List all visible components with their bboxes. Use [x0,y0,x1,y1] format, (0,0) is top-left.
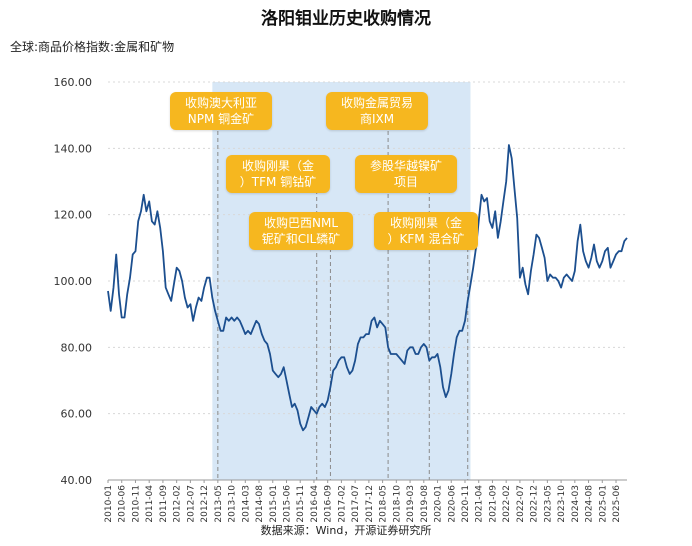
x-tick-label: 2016-09 [324,485,334,523]
x-tick-label: 2017-07 [351,485,361,523]
x-tick-label: 2017-12 [365,485,375,523]
annotation-npm: 收购澳大利亚 NPM 铜金矿 [170,92,272,130]
x-tick-label: 2014-08 [255,485,265,523]
x-tick-label: 2015-11 [296,485,306,523]
annotation-hy: 参股华越镍矿 项目 [355,155,457,193]
series-label: 全球:商品价格指数:金属和矿物 [10,40,175,54]
x-tick-label: 2022-02 [502,485,512,523]
y-tick-label: 100.00 [54,275,93,288]
x-tick-label: 2020-11 [461,485,471,523]
x-tick-label: 2022-12 [530,485,540,523]
annotation-tfm-line1: 收购刚果（金 [241,159,314,173]
annotation-kfm-line1: 收购刚果（金 [389,216,462,230]
x-tick-label: 2018-05 [379,485,389,523]
gridlines [108,81,627,415]
annotation-nml: 收购巴西NML 铌矿和CIL磷矿 [249,212,353,250]
x-tick-label: 2022-07 [516,485,526,523]
annotation-kfm: 收购刚果（金 ）KFM 混合矿 [374,212,478,250]
x-tick-label: 2021-04 [475,485,485,523]
x-tick-label: 2024-03 [571,485,581,523]
x-axis-ticks: 2010-01 2010-06 2010-11 2011-04 2011-09 2012-… [104,480,622,523]
y-tick-label: 40.00 [61,474,93,487]
x-tick-label: 2010-11 [131,485,141,523]
x-tick-label: 2013-05 [214,485,224,523]
annotation-kfm-line2: ）KFM 混合矿 [387,232,465,246]
x-tick-label: 2018-10 [392,485,402,523]
x-tick-label: 2023-05 [543,485,553,523]
acquisition-period-shading [212,82,471,480]
y-tick-label: 120.00 [54,209,93,222]
x-tick-label: 2011-04 [145,485,155,523]
x-tick-label: 2015-06 [282,485,292,523]
x-tick-label: 2021-09 [488,485,498,523]
x-tick-label: 2012-02 [173,485,183,523]
annotation-nml-line2: 铌矿和CIL磷矿 [261,232,341,246]
x-tick-label: 2019-03 [406,485,416,523]
annotation-ixm-line1: 收购金属贸易 [340,96,413,110]
x-tick-label: 2012-12 [200,485,210,523]
x-tick-label: 2012-07 [186,485,196,523]
y-tick-label: 160.00 [54,76,93,89]
annotation-guidelines [217,124,469,480]
annotation-tfm-line2: ）TFM 铜钴矿 [239,175,317,189]
x-tick-label: 2017-02 [337,485,347,523]
annotation-npm-line2: NPM 铜金矿 [187,112,255,126]
x-tick-label: 2013-10 [228,485,238,523]
x-tick-label: 2010-01 [104,485,114,523]
y-axis-ticks: 40.00 60.00 80.00 100.00 120.00 140.00 160.00 [54,76,93,487]
annotation-tfm: 收购刚果（金 ）TFM 铜钴矿 [226,155,330,193]
annotation-hy-line2: 项目 [393,175,418,189]
x-tick-label: 2020-01 [434,485,444,523]
chart-title: 洛阳钼业历史收购情况 [261,9,431,29]
y-tick-label: 80.00 [61,341,93,354]
x-tick-label: 2011-09 [159,485,169,523]
x-tick-label: 2019-08 [420,485,430,523]
x-tick-label: 2025-06 [612,485,622,523]
x-tick-label: 2023-10 [557,485,567,523]
x-tick-label: 2016-04 [310,485,320,523]
series-line [107,144,628,432]
data-source: 数据来源：Wind，开源证券研究所 [260,524,432,537]
x-tick-label: 2020-06 [447,485,457,523]
annotation-ixm: 收购金属贸易 商IXM [326,92,428,130]
x-tick-label: 2015-01 [269,485,279,523]
y-tick-label: 60.00 [61,408,93,421]
annotation-nml-line1: 收购巴西NML [263,216,339,230]
x-tick-label: 2024-08 [585,485,595,523]
x-tick-label: 2010-06 [118,485,128,523]
annotation-npm-line1: 收购澳大利亚 [184,96,257,110]
y-tick-label: 140.00 [54,142,93,155]
x-tick-label: 2025-01 [598,485,608,523]
annotation-hy-line1: 参股华越镍矿 [369,159,442,173]
annotation-ixm-line2: 商IXM [359,112,395,126]
x-tick-label: 2014-03 [241,485,251,523]
